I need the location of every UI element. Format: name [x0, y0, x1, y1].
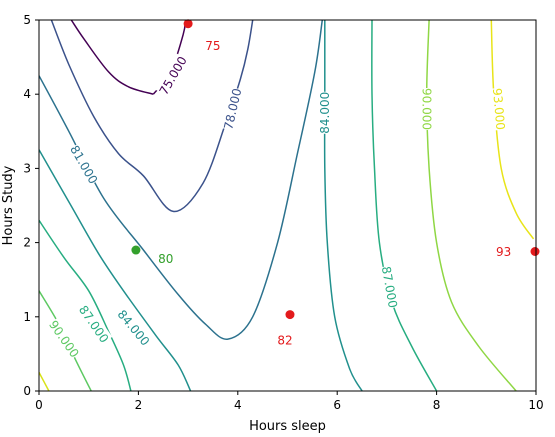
plot-area: 75.00078.00081.00084.00084.00087.00087.0… [38, 19, 540, 392]
plot-frame [38, 19, 537, 392]
contour-label-gap [316, 91, 333, 134]
x-tick-label: 2 [135, 398, 143, 412]
contour-line-75-0 [70, 20, 154, 95]
y-tick-label: 4 [23, 87, 31, 101]
data-point-80 [131, 245, 141, 255]
y-tick-label: 1 [23, 310, 31, 324]
y-tick-label: 3 [23, 161, 31, 175]
contour-label-gap [45, 317, 83, 361]
x-tick-label: 10 [528, 398, 543, 412]
contour-label-gap [75, 302, 113, 347]
data-point-93 [530, 247, 540, 257]
contour-line-87-6 [39, 219, 132, 391]
x-tick-label: 4 [234, 398, 242, 412]
contour-label-gap [155, 53, 191, 98]
contour-line-78-2 [50, 20, 254, 213]
data-point-label-82: 82 [277, 334, 292, 348]
contour-label-3: 84.000 [318, 92, 332, 134]
data-points: 75 80 82 93 [131, 19, 540, 348]
contour-label-gap [66, 142, 102, 187]
y-tick-label: 0 [23, 384, 31, 398]
x-axis-label: Hours sleep [249, 419, 326, 434]
contour-label-gap [113, 306, 154, 350]
data-point-82 [285, 310, 295, 320]
y-axis-label: Hours Study [1, 165, 16, 245]
contour-label-gap [377, 265, 401, 310]
data-point-label-93: 93 [496, 245, 511, 259]
contour-line-84-4 [39, 149, 192, 391]
axes: 0 2 4 6 8 10 0 1 2 3 4 5 [23, 13, 543, 412]
contour-label-9: 93.000 [490, 88, 508, 131]
contour-label-gap [220, 86, 246, 132]
x-tick-label: 8 [433, 398, 441, 412]
contour-line-87-7 [371, 20, 438, 391]
data-point-label-75: 75 [205, 39, 220, 53]
contour-label-gap [418, 88, 435, 131]
y-tick-label: 5 [23, 13, 31, 27]
data-point-label-80: 80 [158, 252, 173, 266]
contour-line-81-3 [39, 20, 324, 340]
data-point-75 [183, 19, 193, 29]
y-tick-label: 2 [23, 236, 31, 250]
x-tick-label: 6 [333, 398, 341, 412]
contour-line-93-11 [490, 20, 535, 240]
contour-line-93-10 [39, 372, 50, 391]
x-tick-label: 0 [35, 398, 43, 412]
contour-label-gap [488, 87, 509, 131]
contour-label-7: 90.000 [420, 88, 434, 130]
